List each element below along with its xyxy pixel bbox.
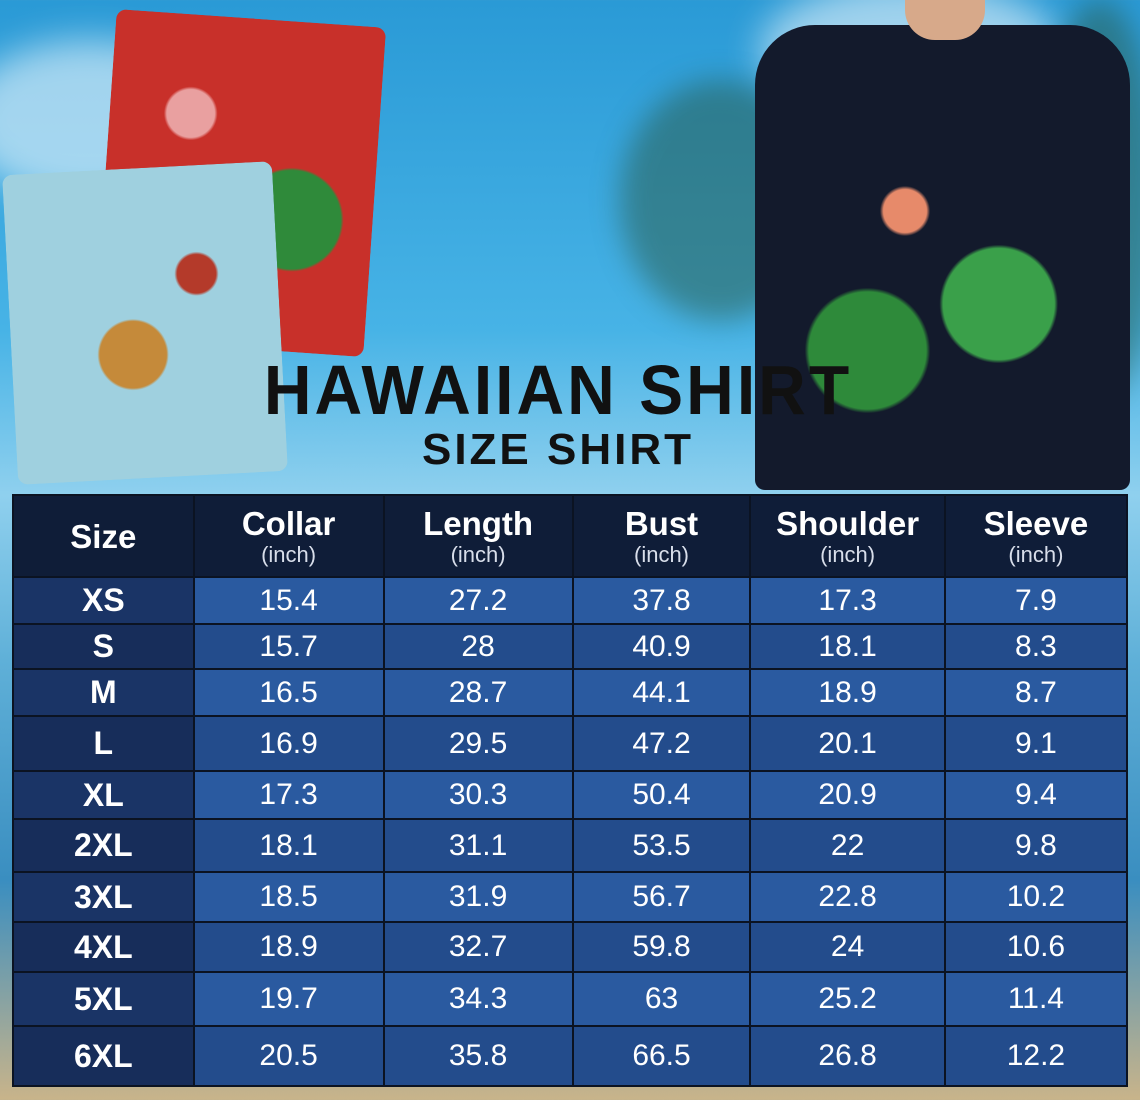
measurement-cell: 32.7	[384, 923, 572, 971]
size-cell: 3XL	[14, 873, 193, 921]
measurement-cell: 9.1	[945, 717, 1126, 770]
measurement-cell: 8.3	[945, 625, 1126, 668]
measurement-cell: 12.2	[945, 1027, 1126, 1085]
measurement-cell: 17.3	[194, 772, 383, 818]
column-header-label: Shoulder	[776, 504, 920, 542]
column-header-label: Bust	[624, 504, 699, 542]
column-header-label: Size	[70, 517, 137, 555]
measurement-cell: 63	[573, 973, 750, 1025]
measurement-cell: 9.8	[945, 820, 1126, 871]
model-flamingo-shirt-image	[755, 25, 1130, 490]
measurement-cell: 28	[384, 625, 572, 668]
size-cell: 4XL	[14, 923, 193, 971]
table-row: M 16.5 28.7 44.1 18.9 8.7	[14, 670, 1126, 715]
size-cell: S	[14, 625, 193, 668]
measurement-cell: 59.8	[573, 923, 750, 971]
measurement-cell: 15.4	[194, 578, 383, 623]
measurement-cell: 8.7	[945, 670, 1126, 715]
measurement-cell: 56.7	[573, 873, 750, 921]
size-cell: M	[14, 670, 193, 715]
size-cell: 5XL	[14, 973, 193, 1025]
measurement-cell: 34.3	[384, 973, 572, 1025]
table-row: XS 15.4 27.2 37.8 17.3 7.9	[14, 578, 1126, 623]
page-subtitle: SIZE SHIRT	[421, 425, 695, 474]
size-chart-table: Size Collar (inch) Length (inch) Bust (inch) Sh…	[12, 494, 1128, 1087]
column-header-unit: (inch)	[450, 541, 506, 567]
measurement-cell: 53.5	[573, 820, 750, 871]
column-header-label: Collar	[241, 504, 336, 542]
measurement-cell: 7.9	[945, 578, 1126, 623]
measurement-cell: 20.1	[751, 717, 944, 770]
measurement-cell: 37.8	[573, 578, 750, 623]
size-cell: 6XL	[14, 1027, 193, 1085]
measurement-cell: 25.2	[751, 973, 944, 1025]
size-cell: XS	[14, 578, 193, 623]
measurement-cell: 26.8	[751, 1027, 944, 1085]
measurement-cell: 44.1	[573, 670, 750, 715]
column-header-sleeve: Sleeve (inch)	[945, 496, 1126, 576]
measurement-cell: 18.9	[751, 670, 944, 715]
measurement-cell: 47.2	[573, 717, 750, 770]
measurement-cell: 10.2	[945, 873, 1126, 921]
column-header-length: Length (inch)	[384, 496, 572, 576]
page-title: HAWAIIAN SHIRT	[263, 351, 853, 429]
column-header-label: Length	[423, 504, 534, 542]
measurement-cell: 16.5	[194, 670, 383, 715]
table-row: 5XL 19.7 34.3 63 25.2 11.4	[14, 973, 1126, 1025]
column-header-unit: (inch)	[820, 541, 876, 567]
column-header-label: Sleeve	[983, 504, 1089, 542]
table-row: 2XL 18.1 31.1 53.5 22 9.8	[14, 820, 1126, 871]
measurement-cell: 20.5	[194, 1027, 383, 1085]
size-cell: L	[14, 717, 193, 770]
column-header-unit: (inch)	[261, 541, 317, 567]
measurement-cell: 18.1	[751, 625, 944, 668]
measurement-cell: 11.4	[945, 973, 1126, 1025]
column-header-shoulder: Shoulder (inch)	[751, 496, 944, 576]
measurement-cell: 20.9	[751, 772, 944, 818]
measurement-cell: 18.1	[194, 820, 383, 871]
measurement-cell: 28.7	[384, 670, 572, 715]
column-header-unit: (inch)	[1008, 541, 1064, 567]
measurement-cell: 22	[751, 820, 944, 871]
measurement-cell: 24	[751, 923, 944, 971]
measurement-cell: 31.1	[384, 820, 572, 871]
measurement-cell: 9.4	[945, 772, 1126, 818]
table-row: XL 17.3 30.3 50.4 20.9 9.4	[14, 772, 1126, 818]
column-header-bust: Bust (inch)	[573, 496, 750, 576]
column-header-size: Size	[14, 496, 193, 576]
table-row: S 15.7 28 40.9 18.1 8.3	[14, 625, 1126, 668]
measurement-cell: 29.5	[384, 717, 572, 770]
table-row: 3XL 18.5 31.9 56.7 22.8 10.2	[14, 873, 1126, 921]
measurement-cell: 15.7	[194, 625, 383, 668]
size-cell: 2XL	[14, 820, 193, 871]
measurement-cell: 30.3	[384, 772, 572, 818]
measurement-cell: 19.7	[194, 973, 383, 1025]
column-header-collar: Collar (inch)	[194, 496, 383, 576]
measurement-cell: 27.2	[384, 578, 572, 623]
size-cell: XL	[14, 772, 193, 818]
measurement-cell: 10.6	[945, 923, 1126, 971]
measurement-cell: 31.9	[384, 873, 572, 921]
measurement-cell: 35.8	[384, 1027, 572, 1085]
model-head	[905, 0, 985, 40]
measurement-cell: 18.9	[194, 923, 383, 971]
measurement-cell: 50.4	[573, 772, 750, 818]
measurement-cell: 18.5	[194, 873, 383, 921]
table-row: 4XL 18.9 32.7 59.8 24 10.6	[14, 923, 1126, 971]
column-header-unit: (inch)	[634, 541, 690, 567]
table-row: L 16.9 29.5 47.2 20.1 9.1	[14, 717, 1126, 770]
measurement-cell: 17.3	[751, 578, 944, 623]
measurement-cell: 66.5	[573, 1027, 750, 1085]
measurement-cell: 16.9	[194, 717, 383, 770]
measurement-cell: 22.8	[751, 873, 944, 921]
table-header-row: Size Collar (inch) Length (inch) Bust (inch) Sh…	[14, 496, 1126, 576]
table-row: 6XL 20.5 35.8 66.5 26.8 12.2	[14, 1027, 1126, 1085]
measurement-cell: 40.9	[573, 625, 750, 668]
